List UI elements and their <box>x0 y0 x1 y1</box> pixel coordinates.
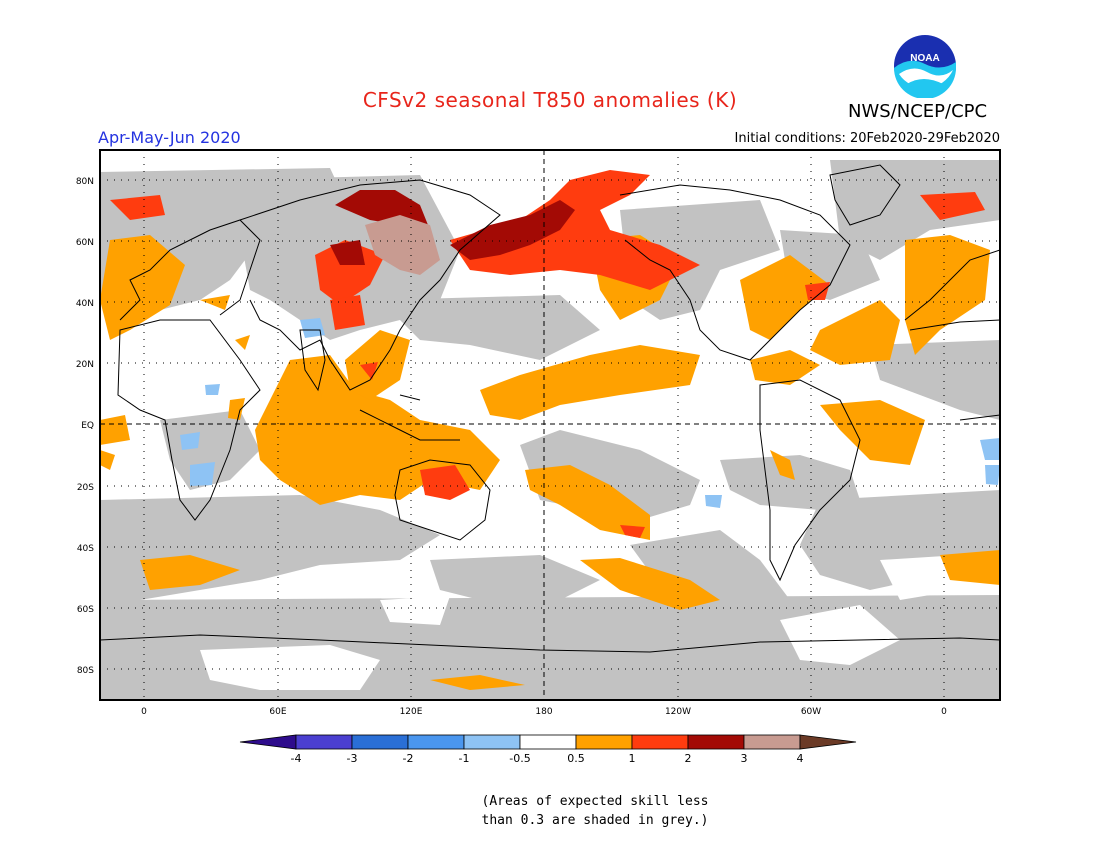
colorbar-segment <box>575 734 633 750</box>
lat-label: 80S <box>77 666 94 676</box>
lon-label: 180 <box>535 707 552 717</box>
colorbar-label: -0.5 <box>509 752 530 765</box>
colorbar-segment <box>463 734 521 750</box>
colorbar-segment <box>519 734 577 750</box>
colorbar-label: 1 <box>629 752 636 765</box>
lat-label: 20N <box>76 360 94 370</box>
lat-label: 60N <box>76 238 94 248</box>
colorbar-label: -1 <box>459 752 470 765</box>
warm-anomaly-3-4 <box>365 215 440 275</box>
cold-anomaly <box>180 318 1000 508</box>
colorbar-segment <box>799 734 857 750</box>
colorbar-label: -4 <box>291 752 302 765</box>
noaa-logo-text: NOAA <box>910 53 939 64</box>
lon-label: 60E <box>269 707 286 717</box>
graticule <box>100 150 1000 700</box>
skill-note-line-2: than 0.3 are shaded in grey.) <box>481 813 709 828</box>
colorbar-label: -3 <box>347 752 358 765</box>
colorbar-label: 3 <box>741 752 748 765</box>
colorbar-segment <box>687 734 745 750</box>
coastlines <box>100 164 1000 653</box>
colorbar-label: 2 <box>685 752 692 765</box>
lat-label: EQ <box>81 421 94 431</box>
lat-label: 20S <box>77 483 94 493</box>
noaa-logo: NOAA <box>894 35 956 98</box>
colorbar-label: 0.5 <box>567 752 585 765</box>
map-title: CFSv2 seasonal T850 anomalies (K) <box>362 88 738 112</box>
colorbar-segment <box>407 734 465 750</box>
forecast-period: Apr-May-Jun 2020 <box>98 128 241 147</box>
lon-label: 0 <box>941 707 947 717</box>
lon-label: 120E <box>400 707 423 717</box>
organization-label: NWS/NCEP/CPC <box>848 101 988 122</box>
skill-note: (Areas of expected skill less than 0.3 a… <box>0 792 1100 830</box>
colorbar-segment <box>631 734 689 750</box>
lon-label: 120W <box>665 707 691 717</box>
colorbar-label: -2 <box>403 752 414 765</box>
colorbar-segment <box>351 734 409 750</box>
lat-label: 60S <box>77 605 94 615</box>
map-frame <box>99 149 1001 701</box>
initial-conditions: Initial conditions: 20Feb2020-29Feb2020 <box>734 131 1000 146</box>
lat-label: 40S <box>77 544 94 554</box>
warm-anomaly-1-2 <box>110 170 985 538</box>
colorbar-segment <box>295 734 353 750</box>
lon-label: 60W <box>801 707 821 717</box>
colorbar-segment <box>239 734 297 750</box>
lat-label: 40N <box>76 299 94 309</box>
colorbar-segment <box>743 734 801 750</box>
lat-label: 80N <box>76 177 94 187</box>
colorbar <box>239 734 857 750</box>
lon-label: 0 <box>141 707 147 717</box>
skill-note-line-1: (Areas of expected skill less <box>481 794 709 809</box>
colorbar-label: 4 <box>797 752 804 765</box>
